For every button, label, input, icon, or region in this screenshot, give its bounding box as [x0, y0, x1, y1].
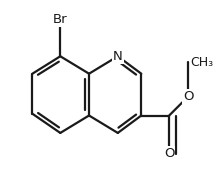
Text: CH₃: CH₃	[191, 56, 214, 69]
Text: N: N	[113, 50, 123, 63]
Text: Br: Br	[53, 13, 68, 26]
Text: O: O	[164, 147, 174, 160]
Text: O: O	[183, 90, 194, 103]
